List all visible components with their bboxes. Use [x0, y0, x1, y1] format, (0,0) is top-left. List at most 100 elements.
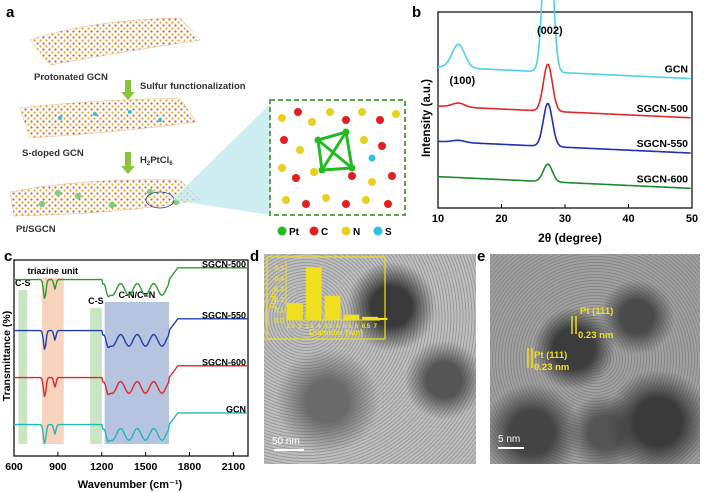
ftir-xtick: 1800: [178, 461, 202, 473]
legend-label-n: N: [353, 227, 360, 238]
xrd-xlabel: 2θ (degree): [538, 231, 602, 245]
ftir-xtick: 900: [49, 461, 67, 473]
ftir-xtick: 2100: [222, 461, 246, 473]
ftir-series-gcn: [14, 412, 248, 444]
xrd-series-sgcn-500: [438, 63, 691, 119]
hist-xtick: 4: [317, 324, 321, 330]
step1-label: Sulfur functionalization: [140, 81, 246, 92]
ftir-xlabel: Wavenumber (cm⁻¹): [78, 479, 183, 491]
hist-xtick: 2.5: [287, 324, 296, 330]
hist-ytick: 0.1: [274, 307, 284, 314]
legend-label-c: C: [321, 227, 328, 238]
hist-xtick: 3: [298, 324, 302, 330]
ftir-ylabel: Transmittance (%): [1, 311, 13, 401]
sheet1-label: Protonated GCN: [34, 72, 108, 83]
hist-xtick: 3.5: [305, 324, 314, 330]
ftir-xtick: 1500: [134, 461, 158, 473]
xrd-xtick: 40: [622, 213, 634, 225]
ftir-series-label: SGCN-550: [202, 311, 246, 321]
sheet3-label: Pt/SGCN: [16, 224, 56, 235]
sulfur-dots: [58, 110, 162, 122]
legend-dot-c: [309, 226, 319, 236]
xrd-series-gcn: [437, 0, 691, 80]
step2-label: H2PtCl6: [140, 155, 173, 167]
tem-image-low-mag: [264, 254, 476, 464]
hist-ytick: 0.2: [274, 297, 284, 304]
legend-label-pt: Pt: [289, 227, 300, 238]
ftir-xtick: 1200: [90, 461, 114, 473]
ftir-series-label: SGCN-600: [202, 358, 246, 368]
hist-xtick: 5: [336, 324, 340, 330]
hist-bar: [343, 314, 360, 320]
ftir-band-label: C-S: [15, 278, 31, 288]
lattice-spacing-1: 0.23 nm: [578, 330, 613, 341]
ftir-series-sgcn-600: [14, 365, 248, 397]
hist-xtick: 6.5: [362, 324, 371, 330]
panel-label-b: b: [412, 4, 422, 21]
xrd-xtick: 50: [686, 213, 698, 225]
hist-xlabel: Diameter (nm): [309, 328, 363, 337]
diameter-histogram: Ratio Diameter (nm) 0.0 0.1 0.2 0.3 0.4 0.5 2.…: [266, 256, 388, 451]
ftir-band-label: C-N/C=N: [118, 290, 155, 300]
hrtem-overlay: Pt (111) 0.23 nm Pt (111) 0.23 nm 5 nm: [498, 306, 613, 449]
lattice-label-2: Pt (111): [534, 350, 567, 361]
sheet-protonated-gcn: [29, 17, 201, 66]
hist-bar: [371, 317, 388, 320]
sheet-pt-sgcn: [9, 179, 201, 217]
ftir-series-label: GCN: [226, 405, 246, 415]
xrd-series-label: SGCN-500: [637, 103, 689, 115]
panel-label-c: c: [4, 248, 13, 265]
xrd-series-label: GCN: [665, 64, 688, 76]
legend-dot-n: [341, 226, 351, 236]
sheet-s-doped-gcn: [19, 97, 197, 139]
xrd-xtick: 20: [495, 213, 507, 225]
atom-legend: Pt C N S: [277, 226, 392, 238]
ftir-frame: [13, 259, 249, 457]
ftir-band: [90, 308, 102, 444]
atomic-structure: [278, 108, 400, 208]
xrd-peak-annotation: (100): [449, 75, 475, 87]
zoom-beam: [172, 104, 270, 215]
lattice-spacing-2: 0.23 nm: [534, 362, 569, 373]
ftir-band-label: C-S: [88, 296, 104, 306]
hist-ytick: 0.5: [274, 265, 284, 272]
hist-ytick: 0.0: [274, 318, 284, 325]
sheet2-label: S-doped GCN: [22, 148, 84, 159]
panel-a-schematic: Protonated GCN Sulfur functionalization …: [9, 17, 406, 238]
hist-xtick: 7: [374, 324, 378, 330]
xrd-peak-annotation: (002): [537, 25, 563, 37]
lattice-label-1: Pt (111): [580, 306, 613, 317]
hist-xtick: 4.5: [324, 324, 333, 330]
hrtem-image: [490, 254, 700, 464]
legend-dot-pt: [277, 226, 287, 236]
hist-xtick: 5.5: [343, 324, 352, 330]
xrd-ylabel: Intensity (a.u.): [421, 79, 433, 157]
scale-label-d: 50 nm: [272, 436, 300, 447]
hist-bar: [287, 303, 303, 320]
legend-label-s: S: [385, 227, 392, 238]
scale-label-e: 5 nm: [498, 434, 520, 445]
ftir-series-sgcn-550: [14, 318, 248, 350]
xrd-series-sgcn-550: [437, 102, 691, 154]
xrd-xtick: 30: [559, 213, 571, 225]
panel-label-d: d: [250, 248, 260, 265]
hist-bar: [305, 267, 322, 320]
ftir-band: [18, 290, 28, 444]
hist-ytick: 0.4: [274, 276, 284, 283]
ftir-band-label: triazine unit: [27, 266, 78, 276]
ftir-chart: Transmittance (%) Wavenumber (cm⁻¹) C-S t…: [1, 259, 249, 491]
hist-ytick: 0.3: [274, 286, 284, 293]
hist-bar: [324, 295, 341, 320]
ftir-series-label: SGCN-500: [202, 260, 246, 270]
ftir-series-sgcn-500: [14, 267, 248, 299]
ftir-band: [41, 278, 64, 444]
panel-label-a: a: [6, 4, 15, 21]
xrd-series-sgcn-600: [437, 163, 691, 190]
hist-bar: [362, 316, 378, 320]
xrd-series-label: SGCN-550: [637, 138, 689, 150]
hist-xtick: 6: [355, 324, 359, 330]
panel-label-e: e: [477, 248, 486, 265]
pt-particles: [38, 188, 180, 209]
xrd-series-label: SGCN-600: [637, 173, 689, 185]
xrd-chart: Intensity (a.u.) 2θ (degree) 10 20 30 40 50 G…: [421, 0, 698, 245]
